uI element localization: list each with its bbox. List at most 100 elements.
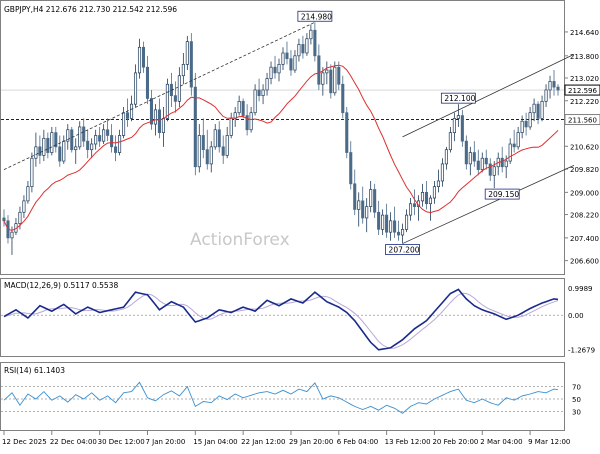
candle-body <box>130 103 134 119</box>
candle <box>157 98 161 139</box>
candle-body <box>444 149 448 165</box>
candle <box>293 50 297 73</box>
candle <box>452 112 456 142</box>
candle-body <box>472 152 476 162</box>
candle <box>10 226 14 255</box>
rsi-line <box>3 381 559 414</box>
candle-body <box>309 29 313 40</box>
candle <box>102 124 106 144</box>
candle-body <box>118 135 122 153</box>
candle-body <box>66 129 70 142</box>
price-tick-label: 213.020 <box>570 75 599 83</box>
candle-body <box>492 166 496 176</box>
candle-body <box>141 46 146 68</box>
candle-body <box>157 109 161 133</box>
price-tick-label: 213.800 <box>570 53 599 61</box>
x-tick-label: 7 Jan 20:00 <box>145 438 185 446</box>
macd-signal-line <box>3 292 559 349</box>
candle <box>488 158 492 181</box>
x-tick-label: 30 Dec 12:00 <box>98 438 145 446</box>
candle <box>281 47 285 71</box>
candle <box>50 126 54 156</box>
candle <box>492 161 496 189</box>
candle-body <box>333 66 337 94</box>
candle <box>133 64 138 108</box>
candle <box>516 126 520 150</box>
candle <box>500 146 504 173</box>
candle-body <box>385 214 389 233</box>
candle <box>237 95 241 116</box>
annotation-label: 212.100 <box>444 94 475 103</box>
candle <box>42 129 46 162</box>
candle <box>428 195 432 221</box>
candle <box>165 78 169 122</box>
candle-body <box>173 95 177 102</box>
candle <box>524 112 528 136</box>
candle-body <box>22 200 26 213</box>
candle-body <box>381 214 385 230</box>
candle-body <box>149 98 154 125</box>
moving-average-line <box>3 64 559 231</box>
candle <box>38 135 42 164</box>
candle <box>118 129 122 156</box>
candle-body <box>189 41 193 88</box>
candle-body <box>468 152 472 165</box>
candle-body <box>153 109 157 125</box>
candle-body <box>345 112 349 153</box>
candle-body <box>18 211 22 224</box>
candle-body <box>452 118 456 133</box>
candle-body <box>393 220 397 233</box>
candle-body <box>261 89 265 96</box>
candle <box>205 129 209 170</box>
candle <box>253 84 257 116</box>
candle-body <box>58 146 62 162</box>
macd-title: MACD(12,26,9) 0.5117 0.5538 <box>4 281 118 290</box>
candle <box>313 22 317 62</box>
candle <box>321 67 325 96</box>
candle-body <box>137 46 142 74</box>
x-tick-label: 9 Mar 12:00 <box>528 438 570 446</box>
candle <box>512 129 516 153</box>
annotation-box <box>440 92 476 104</box>
x-tick-label: 12 Dec 2025 <box>2 438 47 446</box>
candle-body <box>2 217 6 222</box>
horizontal-level-label: 211.560 <box>568 117 597 125</box>
macd-layer: 0.9989 0.00 -1.2679 <box>1 285 595 355</box>
candle <box>269 61 273 85</box>
trendline-channel-upper <box>402 54 575 138</box>
candle-body <box>389 220 393 233</box>
candle <box>149 89 154 130</box>
candle-body <box>38 146 42 156</box>
candle-body <box>401 228 405 236</box>
candle-body <box>98 135 102 142</box>
candle-body <box>484 157 488 165</box>
candle-body <box>90 143 94 151</box>
candle-body <box>257 89 261 96</box>
candle-body <box>74 146 78 151</box>
candle-body <box>476 160 480 170</box>
candle-body <box>122 112 126 136</box>
candle-body <box>548 81 552 91</box>
x-axis: 12 Dec 2025 22 Dec 04:00 30 Dec 12:00 7 Jan… <box>2 431 570 446</box>
price-tick-label: 214.640 <box>570 29 599 37</box>
candle-body <box>126 112 130 119</box>
candle-body <box>313 29 317 57</box>
candle-body <box>500 157 504 168</box>
candle-body <box>177 75 181 102</box>
candle <box>22 195 26 218</box>
candle <box>137 38 142 79</box>
candle-body <box>436 180 440 188</box>
candle <box>90 138 94 159</box>
candle-body <box>237 100 241 114</box>
price-layer: 214.640 213.800 213.020 212.220 211.560 210.6… <box>1 10 600 266</box>
candle-body <box>46 137 50 153</box>
price-tick-label: 207.400 <box>570 235 599 243</box>
rsi-title: RSI(14) 61.1403 <box>4 366 65 375</box>
candle-body <box>536 103 540 119</box>
candle-body <box>193 86 197 168</box>
x-tick-label: 22 Jan 12:00 <box>241 438 285 446</box>
candle-body <box>145 66 150 99</box>
candle-body <box>50 132 54 153</box>
candle-body <box>34 146 38 159</box>
